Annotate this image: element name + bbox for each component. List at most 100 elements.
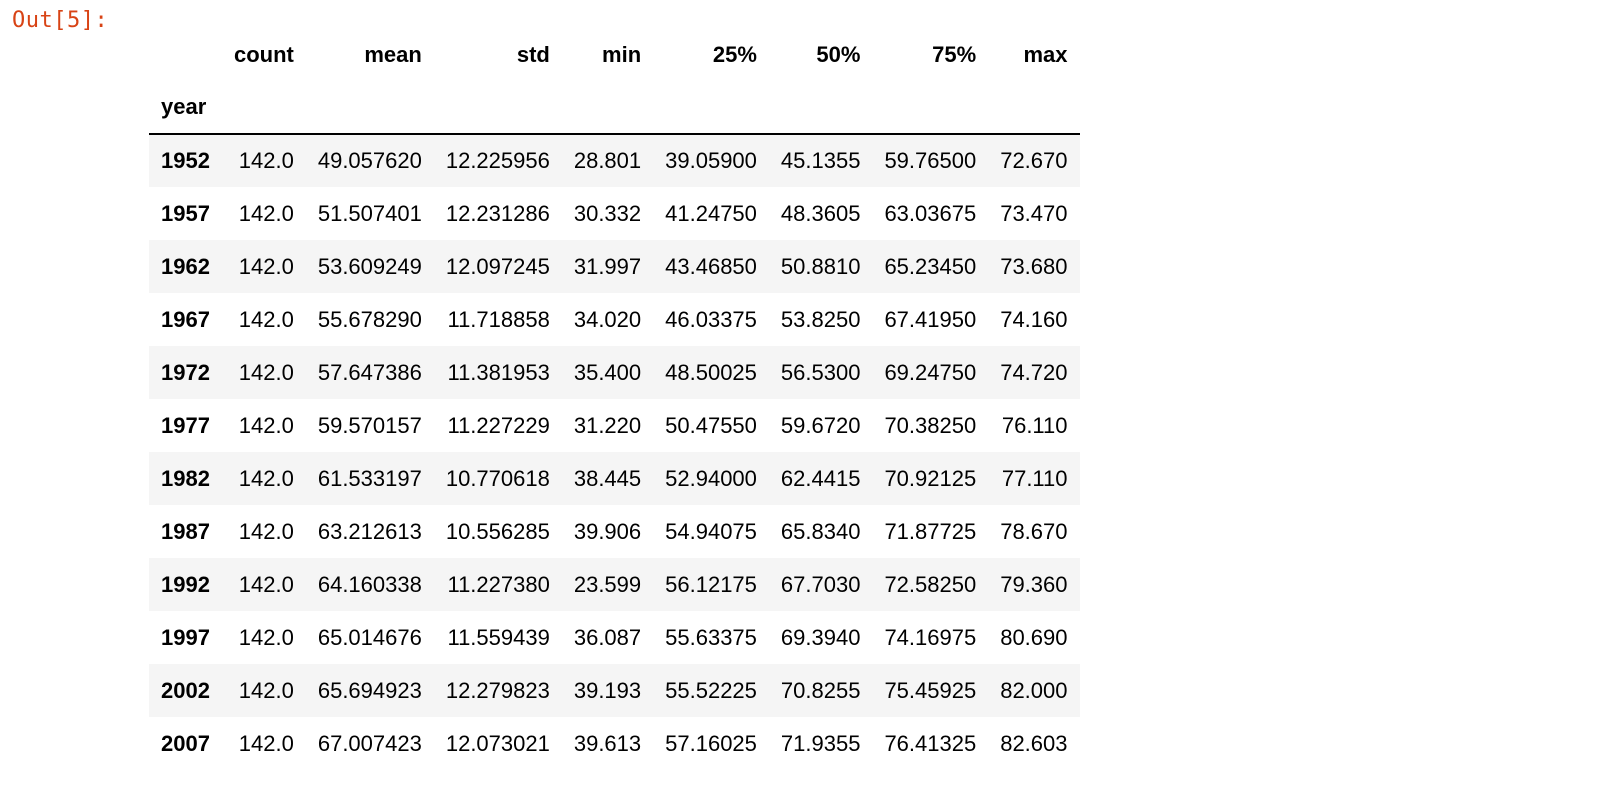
table-cell: 59.6720 (780, 412, 861, 438)
table-cell: 52.94000 (665, 465, 757, 491)
index-header-spacer (653, 81, 769, 135)
table-cell: 59.76500 (884, 148, 977, 173)
table-cell: 57.647386 (317, 359, 422, 385)
table-cell: 77.110 (1001, 465, 1068, 491)
table-cell: 31.997 (573, 253, 642, 279)
table-cell: 142.0 (238, 359, 294, 385)
table-cell: 39.05900 (665, 148, 757, 173)
table-cell: 142.0 (238, 465, 294, 491)
table-cell: 72.670 (1000, 148, 1068, 173)
table-cell: 142.0 (238, 200, 294, 226)
table-cell: 12.097245 (445, 253, 550, 279)
table-row: 2002 142.0 65.694923 12.279823 39.193 55.5222… (149, 664, 1080, 717)
index-header-spacer (221, 81, 306, 135)
table-cell: 12.073021 (445, 730, 550, 756)
row-index-year: 1957 (161, 200, 210, 226)
table-cell: 59.570157 (317, 412, 422, 438)
table-row: 2007 142.0 67.007423 12.073021 39.613 57.1602… (149, 717, 1080, 770)
table-cell: 28.801 (573, 148, 642, 173)
table-cell: 39.193 (573, 677, 642, 703)
row-index-year: 1997 (161, 624, 210, 650)
table-cell: 65.694923 (317, 677, 422, 703)
table-row: 1982 142.0 61.533197 10.770618 38.445 52.9400… (149, 452, 1080, 505)
table-cell: 82.000 (1000, 677, 1068, 703)
table-cell: 67.41950 (884, 306, 977, 332)
row-index-year: 2002 (161, 677, 210, 703)
table-cell: 55.52225 (665, 677, 757, 703)
table-cell: 50.8810 (780, 253, 861, 279)
table-cell: 80.690 (1000, 624, 1068, 650)
table-row: 1972 142.0 57.647386 11.381953 35.400 48.5002… (149, 346, 1080, 399)
table-cell: 45.1355 (780, 148, 861, 173)
column-header: 75% (932, 41, 977, 67)
table-row: 1952 142.0 49.057620 12.225956 28.801 39.0590… (149, 134, 1080, 187)
table-cell: 63.212613 (317, 518, 422, 544)
table-cell: 11.559439 (447, 624, 550, 650)
table-cell: 142.0 (238, 306, 294, 332)
table-row: 1992 142.0 64.160338 11.227380 23.599 56.1217… (149, 558, 1080, 611)
column-header: count (233, 41, 294, 67)
index-name-header: year (149, 81, 222, 135)
table-cell: 67.7030 (780, 571, 861, 597)
table-cell: 41.24750 (665, 200, 757, 226)
row-index-year: 1952 (161, 148, 210, 173)
table-cell: 70.8255 (780, 677, 861, 703)
column-header: mean (364, 41, 422, 67)
table-cell: 64.160338 (317, 571, 422, 597)
table-cell: 31.220 (573, 412, 642, 438)
table-cell: 142.0 (238, 571, 294, 597)
table-cell: 53.8250 (780, 306, 861, 332)
table-cell: 142.0 (238, 518, 294, 544)
table-row: 1957 142.0 51.507401 12.231286 30.332 41.2475… (149, 187, 1080, 240)
table-cell: 56.12175 (665, 571, 757, 597)
table-cell: 71.87725 (884, 518, 977, 544)
table-cell: 79.360 (1000, 571, 1068, 597)
describe-table: count mean std min 25% 50% 75% max year 1952 142… (149, 28, 1080, 770)
table-cell: 70.38250 (884, 412, 977, 438)
table-body: 1952 142.0 49.057620 12.225956 28.801 39.0590… (149, 134, 1080, 770)
index-header-spacer (561, 81, 654, 135)
dataframe-output: count mean std min 25% 50% 75% max year 1952 142… (149, 28, 1080, 770)
table-cell: 142.0 (238, 412, 294, 438)
table-row: 1977 142.0 59.570157 11.227229 31.220 50.4755… (149, 399, 1080, 452)
table-cell: 57.16025 (665, 730, 757, 756)
table-cell: 12.231286 (445, 200, 550, 226)
column-header-row: count mean std min 25% 50% 75% max (149, 28, 1080, 81)
column-header: std (516, 41, 550, 67)
table-cell: 49.057620 (317, 148, 422, 173)
table-cell: 142.0 (238, 730, 294, 756)
table-cell: 11.227229 (447, 412, 550, 438)
table-cell: 69.3940 (780, 624, 861, 650)
table-cell: 76.41325 (884, 730, 977, 756)
column-header: min (602, 41, 642, 67)
table-cell: 11.381953 (447, 359, 550, 385)
table-cell: 55.678290 (317, 306, 422, 332)
table-cell: 46.03375 (665, 306, 757, 332)
table-cell: 62.4415 (780, 465, 861, 491)
row-index-year: 1977 (161, 412, 210, 438)
index-header-spacer (305, 81, 434, 135)
row-index-year: 1962 (161, 253, 210, 279)
output-prompt: Out[5]: (12, 8, 109, 33)
table-cell: 38.445 (573, 465, 642, 491)
column-header: 25% (712, 41, 757, 67)
table-cell: 82.603 (1000, 730, 1068, 756)
table-cell: 63.03675 (884, 200, 977, 226)
table-row: 1987 142.0 63.212613 10.556285 39.906 54.9407… (149, 505, 1080, 558)
table-cell: 56.5300 (780, 359, 861, 385)
row-index-year: 1982 (161, 465, 210, 491)
table-cell: 34.020 (573, 306, 642, 332)
index-header-row: year (149, 81, 1080, 135)
table-cell: 65.23450 (884, 253, 977, 279)
table-cell: 142.0 (238, 677, 294, 703)
table-cell: 71.9355 (780, 730, 861, 756)
table-cell: 61.533197 (317, 465, 422, 491)
table-cell: 50.47550 (665, 412, 757, 438)
table-cell: 43.46850 (665, 253, 757, 279)
table-cell: 67.007423 (317, 730, 422, 756)
table-cell: 74.16975 (884, 624, 977, 650)
row-index-year: 1972 (161, 359, 210, 385)
table-cell: 65.014676 (317, 624, 422, 650)
table-cell: 23.599 (573, 571, 642, 597)
table-cell: 55.63375 (665, 624, 757, 650)
